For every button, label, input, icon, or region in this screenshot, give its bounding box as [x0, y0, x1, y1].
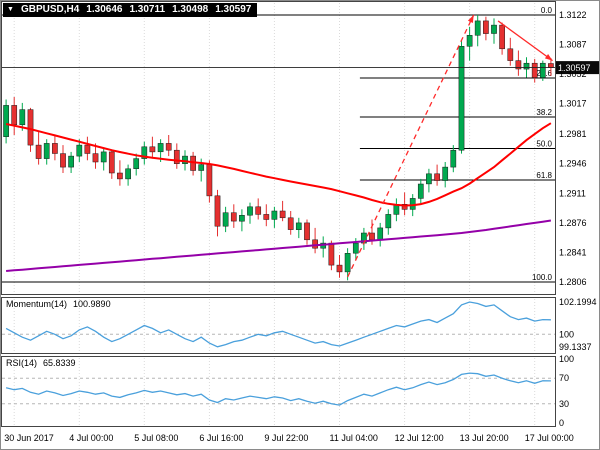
chart-panels[interactable]	[1, 1, 556, 427]
time-axis-tick: 11 Jul 04:00	[330, 433, 378, 443]
indicator-level-lines	[2, 333, 555, 405]
price-axis[interactable]: 1.3122 1.3087 1.3052 1.3017 1.2981 1.2946 1.29…	[559, 10, 587, 287]
time-axis-tick: 17 Jul 00:00	[525, 433, 574, 443]
time-axis[interactable]: 30 Jun 2017 4 Jul 00:00 5 Jul 08:00 6 Jul 1…	[4, 433, 574, 443]
momentum-axis[interactable]: 102.1994 100 99.1337	[559, 297, 597, 352]
bid-price-value: 1.30597	[558, 63, 591, 73]
rsi-axis-tick: 30	[559, 399, 569, 409]
price-axis-tick: 1.3017	[559, 99, 587, 109]
fib-level-label: 50.0	[536, 140, 552, 149]
price-axis-tick: 1.2876	[559, 218, 587, 228]
price-axis-tick: 1.3122	[559, 10, 587, 20]
price-axis-tick: 1.3087	[559, 40, 587, 50]
rsi-indicator-label: RSI(14) 65.8339	[6, 358, 76, 368]
price-axis-tick: 1.2946	[559, 159, 587, 169]
rsi-axis-tick: 100	[559, 354, 574, 364]
rsi-line[interactable]	[5, 372, 551, 406]
price-axis-tick: 1.2911	[559, 188, 586, 198]
chart-dropdown-icon[interactable]: ▼	[7, 5, 14, 13]
time-axis-tick: 5 Jul 08:00	[134, 433, 178, 443]
rsi-panel[interactable]	[1, 356, 556, 427]
main-chart-panel[interactable]	[1, 1, 556, 295]
rsi-axis[interactable]: 100 70 30 0	[559, 354, 574, 428]
ma-fast-line[interactable]	[5, 122, 552, 207]
rsi-axis-tick: 0	[559, 418, 564, 428]
fib-level-label: 0.0	[541, 6, 553, 15]
symbol-timeframe-label: GBPUSD,H4	[20, 4, 80, 15]
bid-price-line: 1.30597	[2, 61, 599, 75]
momentum-value: 100.9890	[73, 299, 111, 309]
bid-price-box	[556, 61, 599, 75]
fib-level-label: 61.8	[536, 171, 552, 180]
fib-level-label: 38.2	[536, 108, 552, 117]
price-axis-tick: 1.3052	[559, 69, 587, 79]
momentum-axis-tick: 100	[559, 329, 574, 339]
rsi-value: 65.8339	[43, 358, 76, 368]
arrow-head-icon	[467, 15, 474, 23]
ohlc-high-value: 1.30711	[129, 4, 166, 15]
ma-slow-line[interactable]	[6, 219, 552, 272]
price-axis-tick: 1.2841	[559, 247, 587, 257]
momentum-indicator-label: Momentum(14) 100.9890	[6, 299, 111, 309]
time-axis-tick: 30 Jun 2017	[4, 433, 54, 443]
time-axis-tick: 9 Jul 22:00	[264, 433, 308, 443]
price-axis-tick: 1.2806	[559, 277, 587, 287]
rsi-name: RSI(14)	[6, 358, 38, 368]
time-axis-tick: 12 Jul 12:00	[395, 433, 444, 443]
ohlc-low-value: 1.30498	[172, 4, 209, 15]
time-axis-tick: 4 Jul 00:00	[69, 433, 113, 443]
arrow-head-icon	[544, 54, 553, 61]
fib-level-label: 100.0	[532, 273, 553, 282]
ohlc-open-value: 1.30646	[86, 4, 123, 15]
momentum-name: Momentum(14)	[6, 299, 68, 309]
symbol-title-bar[interactable]: ▼ GBPUSD,H4 1.30646 1.30711 1.30498 1.30…	[3, 3, 258, 17]
rsi-axis-tick: 70	[559, 373, 569, 383]
momentum-axis-tick: 99.1337	[559, 342, 592, 352]
price-axis-tick: 1.2981	[559, 129, 587, 139]
momentum-line[interactable]	[5, 301, 551, 348]
momentum-panel[interactable]	[1, 297, 556, 354]
time-axis-tick: 13 Jul 20:00	[460, 433, 509, 443]
ohlc-close-value: 1.30597	[215, 4, 252, 15]
time-axis-tick: 6 Jul 16:00	[199, 433, 243, 443]
trend-line-annotation[interactable]	[347, 14, 553, 278]
candlestick-series	[3, 15, 554, 281]
momentum-axis-tick: 102.1994	[559, 297, 597, 307]
